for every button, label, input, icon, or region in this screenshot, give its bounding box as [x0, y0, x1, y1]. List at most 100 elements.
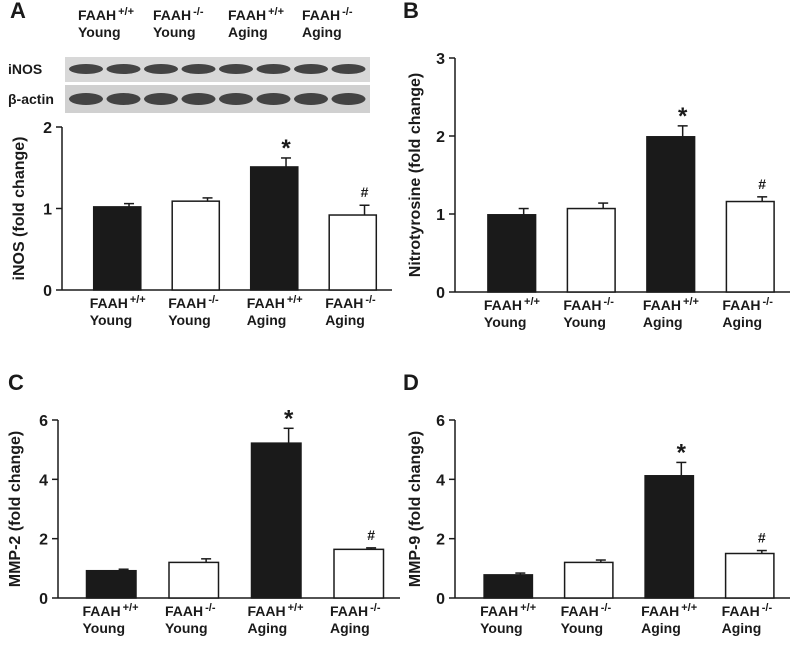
category-age: Young	[484, 314, 527, 330]
category-label: FAAH -/-	[165, 602, 216, 619]
panel-label: C	[8, 370, 24, 395]
category-name: FAAH	[641, 603, 679, 619]
y-tick-label: 6	[436, 413, 445, 430]
y-tick-label: 4	[39, 472, 48, 489]
y-tick-label: 0	[436, 285, 445, 302]
category-name: FAAH	[78, 7, 116, 23]
category-age: Young	[153, 24, 196, 40]
bar	[563, 561, 614, 599]
category-genotype: +/+	[524, 296, 540, 308]
category-genotype: -/-	[370, 602, 381, 614]
category-age: Aging	[643, 314, 683, 330]
category-genotype: -/-	[604, 296, 615, 308]
category-label: FAAH +/+	[480, 602, 536, 619]
bar	[724, 552, 775, 599]
category-name: FAAH	[325, 295, 363, 311]
blot-band	[106, 93, 141, 105]
bar	[250, 442, 302, 599]
category-label: FAAH +/+	[83, 602, 139, 619]
y-tick-label: 4	[436, 472, 445, 489]
category-name: FAAH	[302, 7, 340, 23]
category-name: FAAH	[153, 7, 191, 23]
bar	[328, 214, 378, 291]
category-age: Aging	[641, 620, 681, 636]
category-name: FAAH	[484, 297, 522, 313]
bar	[566, 207, 616, 293]
blot-band	[69, 93, 103, 105]
y-axis-label: MMP-9 (fold change)	[407, 431, 424, 587]
category-genotype: +/+	[268, 6, 284, 18]
bar	[644, 475, 695, 599]
y-tick-label: 2	[39, 532, 48, 549]
y-tick-label: 3	[436, 51, 445, 68]
category-genotype: -/-	[342, 6, 353, 18]
category-label: FAAH +/+	[90, 294, 146, 311]
y-tick-label: 0	[436, 591, 445, 608]
y-axis-label: MMP-2 (fold change)	[7, 431, 24, 587]
category-label: FAAH -/-	[561, 602, 612, 619]
category-genotype: -/-	[208, 294, 219, 306]
category-name: FAAH	[168, 295, 206, 311]
significance-mark: *	[281, 135, 291, 162]
category-genotype: -/-	[193, 6, 204, 18]
y-axis-label: iNOS (fold change)	[11, 137, 28, 281]
y-tick-label: 0	[39, 591, 48, 608]
category-genotype: +/+	[287, 294, 303, 306]
significance-mark: *	[677, 439, 687, 466]
bar	[725, 200, 775, 293]
bar	[646, 136, 696, 293]
category-age: Aging	[247, 312, 287, 328]
category-age: Aging	[302, 24, 342, 40]
y-tick-label: 2	[436, 532, 445, 549]
bar	[171, 200, 221, 291]
bar	[487, 214, 537, 293]
category-age: Aging	[722, 314, 762, 330]
blot-band	[294, 93, 328, 105]
bar	[168, 561, 220, 599]
category-name: FAAH	[90, 295, 128, 311]
bar	[333, 548, 385, 599]
significance-mark: #	[367, 527, 375, 543]
category-name: FAAH	[228, 7, 266, 23]
category-genotype: -/-	[365, 294, 376, 306]
blot-band	[256, 93, 291, 105]
category-age: Young	[78, 24, 121, 40]
blot-band	[294, 64, 328, 74]
category-name: FAAH	[247, 295, 285, 311]
y-tick-label: 0	[43, 283, 52, 300]
significance-mark: #	[361, 184, 369, 200]
blot-band	[69, 64, 103, 74]
panel-label: D	[403, 370, 419, 395]
category-genotype: +/+	[123, 602, 139, 614]
category-genotype: +/+	[681, 602, 697, 614]
category-age: Aging	[722, 620, 762, 636]
category-genotype: +/+	[118, 6, 134, 18]
category-label: FAAH -/-	[325, 294, 376, 311]
category-age: Young	[165, 620, 208, 636]
y-tick-label: 2	[436, 129, 445, 146]
category-age: Aging	[248, 620, 288, 636]
blot-band	[181, 93, 216, 105]
category-name: FAAH	[248, 603, 286, 619]
category-label: FAAH +/+	[484, 296, 540, 313]
category-genotype: +/+	[130, 294, 146, 306]
blot-band	[331, 64, 366, 74]
category-name: FAAH	[561, 603, 599, 619]
blot-band	[181, 64, 216, 74]
category-name: FAAH	[480, 603, 518, 619]
significance-mark: #	[758, 530, 766, 546]
category-age: Aging	[325, 312, 365, 328]
category-genotype: -/-	[762, 602, 773, 614]
category-label: FAAH -/-	[722, 296, 773, 313]
blot-row-label: β-actin	[8, 91, 54, 107]
category-label: FAAH -/-	[302, 6, 353, 23]
bar	[483, 574, 534, 599]
y-tick-label: 2	[43, 120, 52, 137]
category-age: Young	[83, 620, 126, 636]
category-label: FAAH -/-	[153, 6, 204, 23]
category-genotype: +/+	[683, 296, 699, 308]
blot-band	[219, 93, 253, 105]
significance-mark: *	[284, 405, 294, 432]
category-label: FAAH -/-	[168, 294, 219, 311]
